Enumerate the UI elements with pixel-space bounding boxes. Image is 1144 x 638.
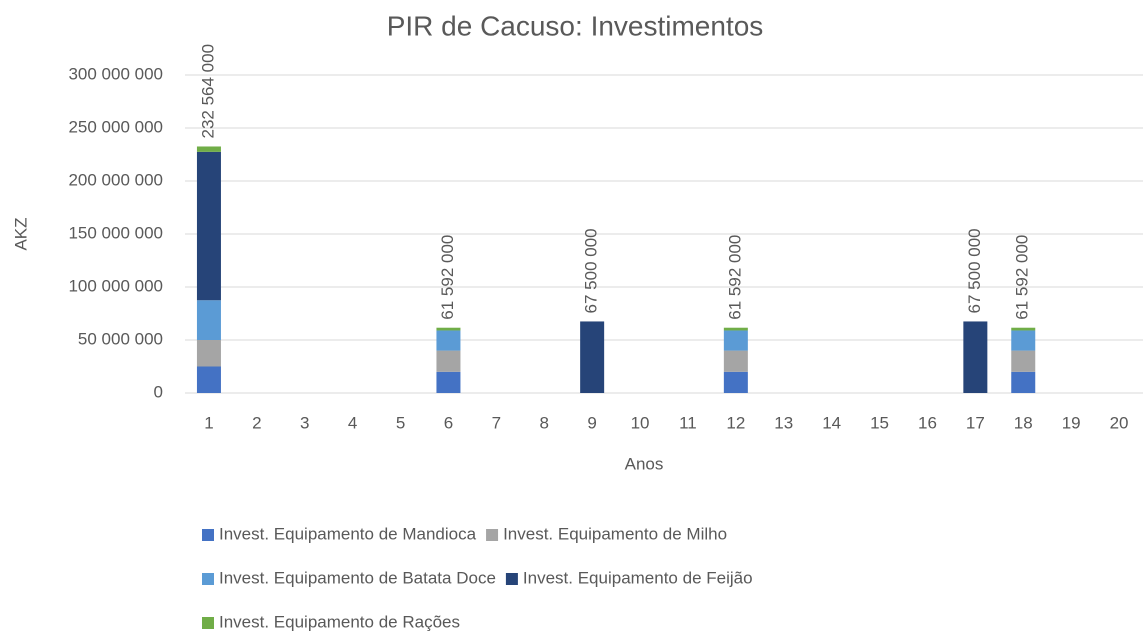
legend-label: Invest. Equipamento de Feijão xyxy=(523,568,753,587)
x-tick-label: 9 xyxy=(587,413,596,432)
total-label: 232 564 000 xyxy=(198,44,217,139)
x-tick-label: 10 xyxy=(631,413,650,432)
bar-segment xyxy=(1011,371,1036,393)
bar-segment xyxy=(1011,327,1036,331)
total-label: 67 500 000 xyxy=(582,228,601,313)
bar-segment xyxy=(196,300,221,340)
bar-segment xyxy=(436,371,461,393)
x-tick-label: 17 xyxy=(966,413,985,432)
bar-segment xyxy=(196,340,221,367)
legend-label: Invest. Equipamento de Mandioca xyxy=(219,524,477,543)
bar-segment xyxy=(723,327,748,331)
bar-segment xyxy=(723,350,748,372)
y-tick-label: 150 000 000 xyxy=(68,223,163,242)
x-tick-label: 13 xyxy=(774,413,793,432)
bar-segment xyxy=(436,350,461,372)
x-tick-label: 8 xyxy=(540,413,549,432)
x-tick-label: 16 xyxy=(918,413,937,432)
x-tick-label: 15 xyxy=(870,413,889,432)
x-tick-label: 12 xyxy=(726,413,745,432)
y-axis-label: AKZ xyxy=(11,217,30,250)
legend-swatch xyxy=(505,573,518,585)
legend-label: Invest. Equipamento de Milho xyxy=(503,524,727,543)
y-tick-label: 50 000 000 xyxy=(78,329,163,348)
bar-segment xyxy=(580,321,605,393)
x-tick-label: 4 xyxy=(348,413,357,432)
x-tick-label: 7 xyxy=(492,413,501,432)
y-tick-label: 300 000 000 xyxy=(68,64,163,83)
legend-label: Invest. Equipamento de Batata Doce xyxy=(219,568,496,587)
bar-segment xyxy=(436,327,461,331)
y-tick-label: 200 000 000 xyxy=(68,170,163,189)
x-tick-label: 18 xyxy=(1014,413,1033,432)
bar-segment xyxy=(963,321,988,393)
x-tick-label: 1 xyxy=(204,413,213,432)
bar-segment xyxy=(723,330,748,351)
x-tick-label: 3 xyxy=(300,413,309,432)
x-axis-label: Anos xyxy=(625,454,664,473)
legend-swatch xyxy=(202,617,214,629)
legend-swatch xyxy=(202,529,214,541)
total-label: 67 500 000 xyxy=(965,228,984,313)
x-tick-label: 20 xyxy=(1110,413,1129,432)
bar-segment xyxy=(1011,330,1036,351)
total-label: 61 592 000 xyxy=(1013,235,1032,320)
legend-swatch xyxy=(486,529,499,541)
y-tick-label: 0 xyxy=(154,382,163,401)
legend-swatch xyxy=(202,573,214,585)
total-label: 61 592 000 xyxy=(725,235,744,320)
bar-segment xyxy=(196,366,221,393)
x-tick-label: 6 xyxy=(444,413,453,432)
chart-title: PIR de Cacuso: Investimentos xyxy=(387,10,764,41)
x-tick-label: 14 xyxy=(822,413,841,432)
bar-segment xyxy=(1011,350,1036,372)
bar-segment xyxy=(196,151,221,301)
y-tick-label: 100 000 000 xyxy=(68,276,163,295)
x-tick-label: 5 xyxy=(396,413,405,432)
bar-segment xyxy=(196,146,221,152)
x-tick-label: 11 xyxy=(679,413,697,432)
y-tick-label: 250 000 000 xyxy=(68,117,163,136)
x-tick-label: 19 xyxy=(1062,413,1081,432)
legend-label: Invest. Equipamento de Rações xyxy=(219,612,460,631)
x-tick-label: 2 xyxy=(252,413,261,432)
bar-segment xyxy=(723,371,748,393)
total-label: 61 592 000 xyxy=(438,235,457,320)
bar-segment xyxy=(436,330,461,351)
